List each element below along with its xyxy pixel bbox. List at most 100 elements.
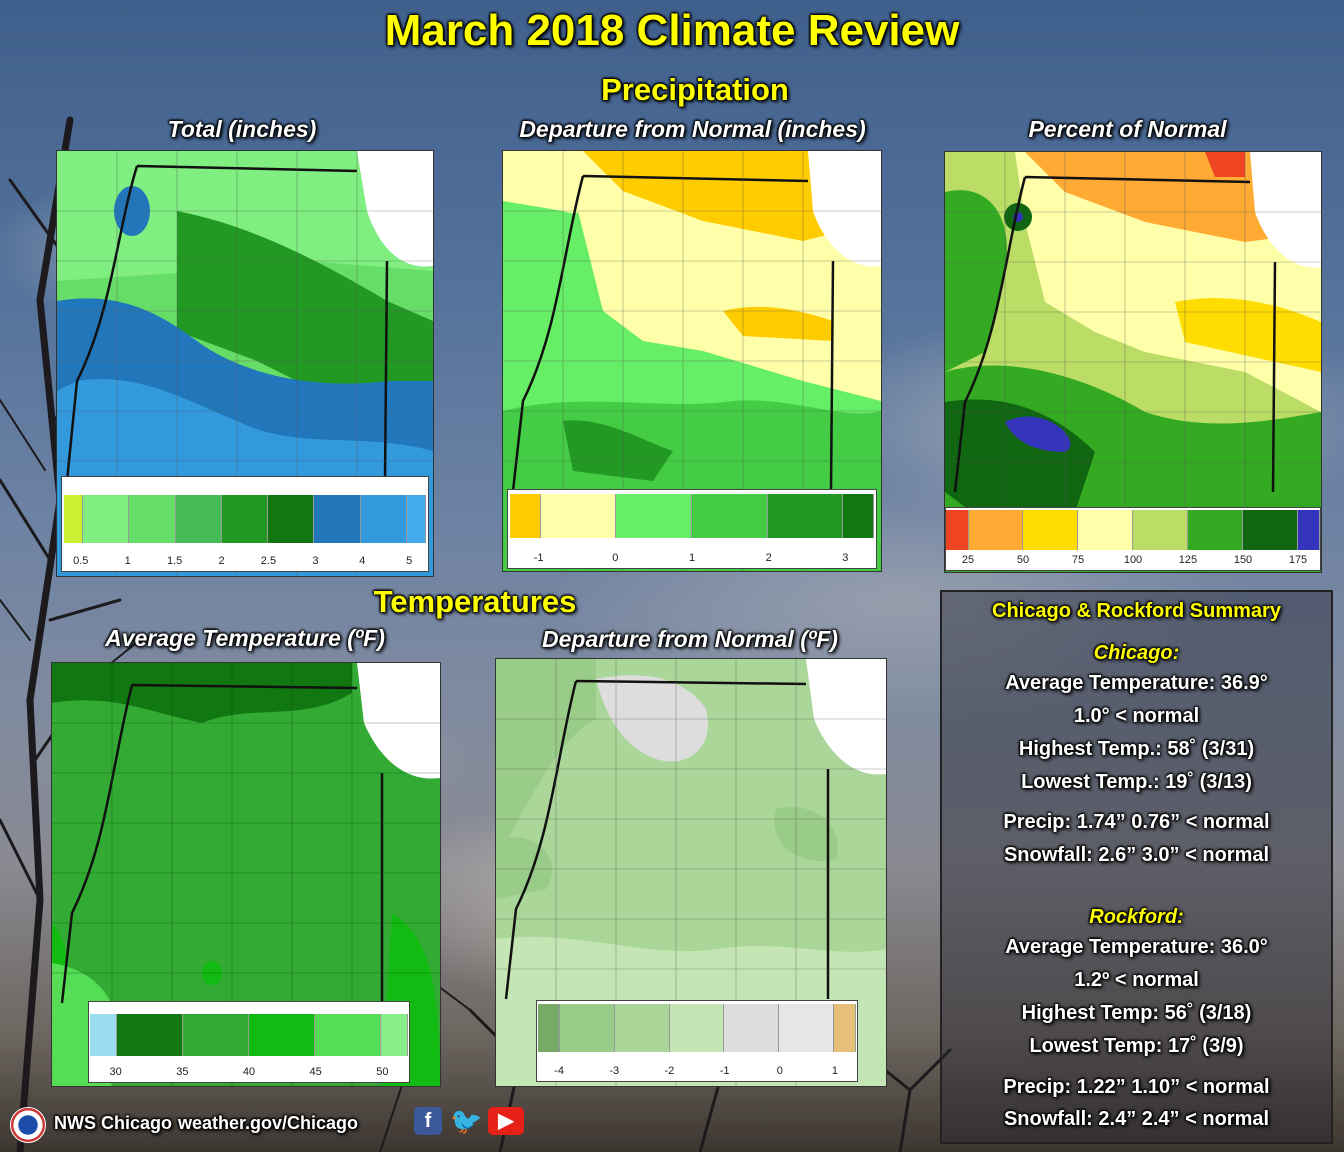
precip-percent-map: 25 50 75 100 125 150 175 [944, 151, 1322, 573]
rockford-snowfall: Snowfall: 2.4” 2.4” < normal [1003, 1108, 1270, 1130]
legend-swatch [360, 495, 407, 543]
rockford-precip: Precip: 1.22” 1.10” < normal [1003, 1076, 1270, 1098]
legend-tick-label: 35 [176, 1066, 189, 1078]
legend-swatch [1078, 510, 1134, 550]
legend-tick-label: 3 [312, 555, 319, 567]
temp-departure-label: Departure from Normal (ºF) [542, 626, 838, 652]
rockford-avg-temp: Average Temperature: 36.0° [1005, 936, 1268, 958]
twitter-icon[interactable]: 🐦 [450, 1106, 483, 1136]
legend-swatch [510, 494, 541, 538]
youtube-icon[interactable]: ▶ [488, 1107, 524, 1135]
legend-tick-label: 3 [842, 552, 849, 564]
legend-swatch [538, 1004, 561, 1052]
legend-swatch [616, 494, 692, 538]
legend-swatch [175, 495, 222, 543]
precip-total-legend: 0.5 1 1.5 2 2.5 3 4 5 [61, 476, 429, 572]
temp-departure-legend: -4 -3 -2 -1 0 1 [536, 1000, 858, 1082]
avg-temp-label: Average Temperature (ºF) [105, 625, 385, 651]
legend-swatch [560, 1004, 616, 1052]
facebook-icon[interactable]: f [414, 1107, 442, 1135]
legend-swatch [268, 495, 315, 543]
legend-swatch [1023, 510, 1079, 550]
legend-tick-label: 5 [406, 555, 413, 567]
precipitation-heading: Precipitation [601, 72, 789, 107]
footer-url[interactable]: weather.gov/Chicago [178, 1113, 359, 1133]
legend-tick-label: 0 [612, 552, 619, 564]
footer-org: NWS Chicago [54, 1113, 173, 1133]
legend-tick-label: 1.5 [166, 555, 183, 567]
legend-tick-label: 100 [1123, 554, 1143, 566]
legend-swatch [64, 495, 84, 543]
legend-swatch [315, 1014, 381, 1056]
legend-tick-label: 30 [109, 1066, 122, 1078]
precip-total-map: 0.5 1 1.5 2 2.5 3 4 5 [56, 150, 434, 577]
nws-logo-icon [10, 1107, 46, 1143]
legend-swatch [1242, 510, 1298, 550]
legend-tick-label: 1 [688, 552, 696, 564]
legend-swatch [669, 1004, 725, 1052]
legend-swatch [615, 1004, 670, 1052]
legend-swatch [1187, 510, 1243, 550]
legend-swatch [117, 1014, 183, 1056]
chicago-high-temp: Highest Temp.: 58˚ (3/31) [1018, 738, 1255, 760]
legend-swatch [381, 1014, 408, 1056]
legend-swatch [129, 495, 176, 543]
rockford-high-temp: Highest Temp: 56˚ (3/18) [1021, 1002, 1252, 1024]
legend-tick-label: -1 [719, 1065, 730, 1077]
legend-tick-label: 175 [1288, 554, 1308, 566]
legend-swatch [221, 495, 269, 543]
chicago-precip: Precip: 1.74” 0.76” < normal [1003, 811, 1270, 833]
precip-total-label: Total (inches) [167, 116, 317, 142]
precip-departure-map: -1 0 1 2 3 [502, 150, 882, 572]
chicago-heading: Chicago: [1093, 642, 1180, 664]
legend-swatch [1133, 510, 1188, 550]
legend-tick-label: 150 [1233, 554, 1253, 566]
legend-tick-label: 1 [124, 555, 131, 567]
legend-tick-label: 45 [309, 1066, 322, 1078]
legend-tick-label: 1 [831, 1065, 838, 1077]
legend-tick-label: 0 [776, 1065, 783, 1077]
legend-tick-label: 2 [765, 552, 772, 564]
chicago-avg-temp: Average Temperature: 36.9° [1005, 672, 1268, 694]
legend-tick-label: 25 [961, 554, 975, 566]
rockford-low-temp: Lowest Temp: 17˚ (3/9) [1029, 1035, 1244, 1057]
temperatures-heading: Temperatures [373, 584, 577, 619]
chicago-snowfall: Snowfall: 2.6” 3.0” < normal [1003, 844, 1270, 866]
legend-swatch [314, 495, 361, 543]
legend-swatch [183, 1014, 249, 1056]
legend-swatch [406, 495, 426, 543]
main-title: March 2018 Climate Review [384, 6, 960, 55]
legend-tick-label: 50 [376, 1066, 389, 1078]
legend-swatch [83, 495, 130, 543]
legend-swatch [249, 1014, 315, 1056]
legend-tick-label: 125 [1178, 554, 1198, 566]
legend-swatch [691, 494, 768, 538]
avg-temp-map: 30 35 40 45 50 [51, 662, 441, 1087]
chicago-avg-departure: 1.0° < normal [1073, 705, 1200, 727]
legend-tick-label: 0.5 [73, 555, 89, 567]
legend-swatch [946, 510, 969, 550]
legend-tick-label: -4 [554, 1065, 564, 1077]
precip-percent-label: Percent of Normal [1028, 116, 1227, 142]
rockford-avg-departure: 1.2º < normal [1074, 969, 1199, 991]
legend-tick-label: 2.5 [260, 555, 277, 567]
chicago-low-temp: Lowest Temp.: 19˚ (3/13) [1021, 771, 1252, 793]
legend-tick-label: 75 [1071, 554, 1085, 566]
legend-swatch [833, 1004, 857, 1052]
legend-swatch [968, 510, 1024, 550]
legend-swatch [540, 494, 617, 538]
legend-swatch [843, 494, 874, 538]
summary-box: Chicago & Rockford Summary Chicago: Aver… [940, 590, 1333, 1144]
legend-tick-label: 2 [218, 555, 225, 567]
legend-swatch [1297, 510, 1321, 550]
legend-tick-label: -1 [533, 552, 544, 564]
avg-temp-legend: 30 35 40 45 50 [88, 1001, 410, 1083]
legend-swatch [90, 1014, 117, 1056]
precip-percent-legend: 25 50 75 100 125 150 175 [945, 507, 1321, 571]
legend-swatch [778, 1004, 834, 1052]
legend-tick-label: -2 [664, 1065, 675, 1077]
temp-departure-map: -4 -3 -2 -1 0 1 [495, 658, 887, 1087]
precip-departure-legend: -1 0 1 2 3 [507, 489, 877, 569]
precip-departure-label: Departure from Normal (inches) [519, 116, 866, 142]
